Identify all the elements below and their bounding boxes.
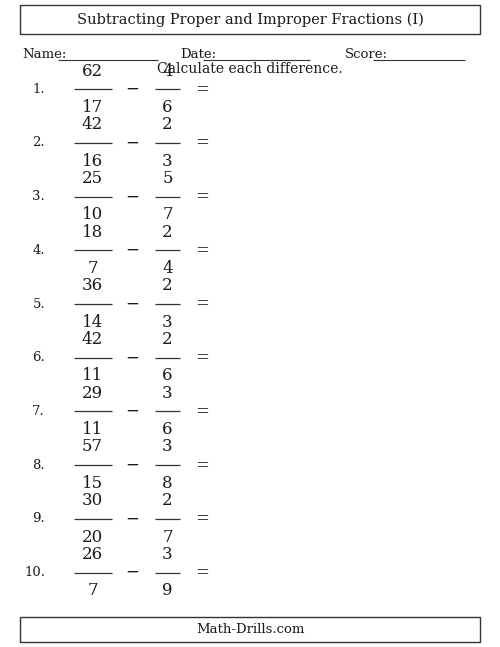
Text: 3: 3 xyxy=(162,439,173,455)
Text: 18: 18 xyxy=(82,224,103,241)
Text: 2: 2 xyxy=(162,492,173,509)
Text: 17: 17 xyxy=(82,99,103,116)
Text: 7: 7 xyxy=(87,260,98,277)
Text: 6: 6 xyxy=(162,99,173,116)
Text: =: = xyxy=(196,296,209,313)
Text: 3: 3 xyxy=(162,546,173,563)
Text: 7.: 7. xyxy=(32,405,45,418)
Text: −: − xyxy=(126,457,140,474)
Text: 11: 11 xyxy=(82,421,103,438)
Text: Subtracting Proper and Improper Fractions (I): Subtracting Proper and Improper Fraction… xyxy=(76,12,424,27)
Text: 2: 2 xyxy=(162,224,173,241)
Text: =: = xyxy=(196,349,209,366)
Text: =: = xyxy=(196,457,209,474)
Text: 5: 5 xyxy=(162,170,173,187)
Text: 25: 25 xyxy=(82,170,103,187)
Text: −: − xyxy=(126,296,140,313)
Text: 2.: 2. xyxy=(32,137,45,149)
Text: 8.: 8. xyxy=(32,459,45,472)
Text: 7: 7 xyxy=(87,582,98,599)
Text: −: − xyxy=(126,135,140,151)
Text: −: − xyxy=(126,564,140,581)
Text: =: = xyxy=(196,242,209,259)
Text: 10.: 10. xyxy=(24,566,45,579)
Text: =: = xyxy=(196,564,209,581)
Text: =: = xyxy=(196,403,209,420)
Text: 5.: 5. xyxy=(32,298,45,311)
Text: Calculate each difference.: Calculate each difference. xyxy=(157,62,343,76)
Text: −: − xyxy=(126,510,140,527)
Text: 4: 4 xyxy=(162,63,173,80)
Text: 8: 8 xyxy=(162,475,173,492)
Text: 6.: 6. xyxy=(32,351,45,364)
FancyBboxPatch shape xyxy=(20,617,480,642)
Text: 30: 30 xyxy=(82,492,103,509)
Text: 3: 3 xyxy=(162,385,173,402)
Text: 42: 42 xyxy=(82,116,103,133)
Text: 11: 11 xyxy=(82,367,103,384)
Text: 16: 16 xyxy=(82,153,103,170)
Text: Math-Drills.com: Math-Drills.com xyxy=(196,623,304,636)
Text: =: = xyxy=(196,81,209,98)
Text: 2: 2 xyxy=(162,278,173,294)
Text: 57: 57 xyxy=(82,439,103,455)
Text: −: − xyxy=(126,81,140,98)
Text: 6: 6 xyxy=(162,421,173,438)
Text: 29: 29 xyxy=(82,385,103,402)
FancyBboxPatch shape xyxy=(20,5,480,34)
Text: =: = xyxy=(196,188,209,205)
Text: =: = xyxy=(196,510,209,527)
Text: −: − xyxy=(126,188,140,205)
Text: −: − xyxy=(126,349,140,366)
Text: 4.: 4. xyxy=(32,244,45,257)
Text: 10: 10 xyxy=(82,206,103,223)
Text: 3.: 3. xyxy=(32,190,45,203)
Text: 42: 42 xyxy=(82,331,103,348)
Text: Name:: Name: xyxy=(22,48,67,61)
Text: 26: 26 xyxy=(82,546,103,563)
Text: Score:: Score: xyxy=(345,48,388,61)
Text: 3: 3 xyxy=(162,153,173,170)
Text: 15: 15 xyxy=(82,475,103,492)
Text: 2: 2 xyxy=(162,116,173,133)
Text: 4: 4 xyxy=(162,260,173,277)
Text: 9.: 9. xyxy=(32,512,45,525)
Text: 20: 20 xyxy=(82,529,103,545)
Text: 14: 14 xyxy=(82,314,103,331)
Text: 6: 6 xyxy=(162,367,173,384)
Text: =: = xyxy=(196,135,209,151)
Text: −: − xyxy=(126,242,140,259)
Text: Date:: Date: xyxy=(180,48,216,61)
Text: 2: 2 xyxy=(162,331,173,348)
Text: −: − xyxy=(126,403,140,420)
Text: 7: 7 xyxy=(162,529,173,545)
Text: 3: 3 xyxy=(162,314,173,331)
Text: 62: 62 xyxy=(82,63,103,80)
Text: 7: 7 xyxy=(162,206,173,223)
Text: 9: 9 xyxy=(162,582,173,599)
Text: 36: 36 xyxy=(82,278,103,294)
Text: 1.: 1. xyxy=(32,83,45,96)
